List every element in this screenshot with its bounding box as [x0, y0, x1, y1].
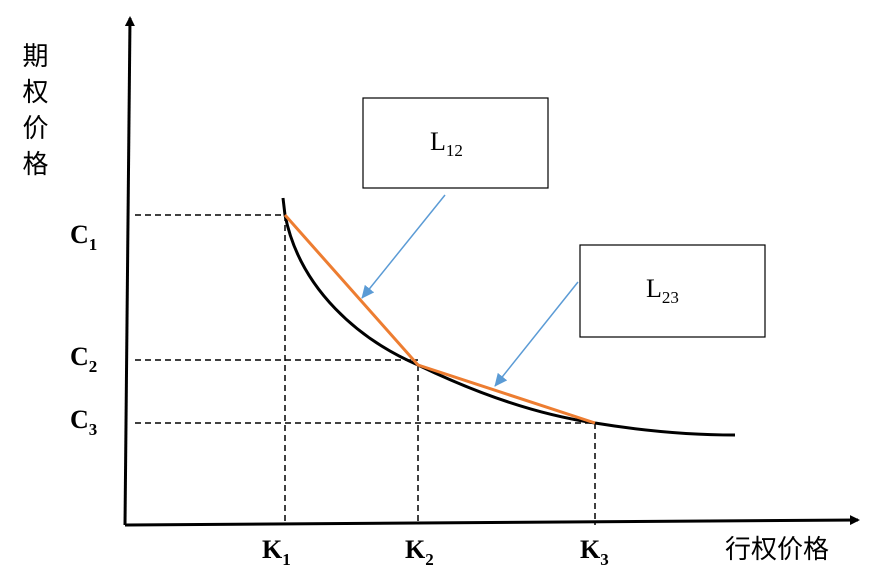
y-label: C2 — [70, 342, 97, 376]
y-label-base: C — [70, 342, 89, 371]
x-label: K2 — [405, 535, 434, 569]
y-label-base: C — [70, 220, 89, 249]
dashed-guides — [135, 214, 596, 525]
y-axis-title: 期权价格 — [18, 42, 48, 186]
label-box — [362, 97, 549, 189]
chord-lines — [283, 214, 596, 425]
x-label-base: K — [262, 535, 283, 564]
box-label-sub: 12 — [446, 141, 463, 160]
x-label-sub: 1 — [282, 550, 291, 569]
pointer-arrow — [494, 281, 579, 387]
y-label-base: C — [70, 405, 89, 434]
pointer-arrow — [361, 194, 446, 299]
y-label: C3 — [70, 405, 97, 439]
price-curve — [281, 197, 736, 437]
y-label-sub: 3 — [89, 420, 98, 439]
x-label: K1 — [262, 535, 291, 569]
y-label-sub: 1 — [89, 235, 98, 254]
y-axis — [123, 16, 135, 526]
box-label: L23 — [646, 274, 679, 307]
y-label-sub: 2 — [89, 357, 98, 376]
x-axis-title: 行权价格 — [725, 535, 829, 565]
x-label-base: K — [405, 535, 426, 564]
x-axis — [124, 515, 860, 527]
box-label-base: L — [430, 127, 446, 156]
y-label: C1 — [70, 220, 97, 254]
box-label: L12 — [430, 127, 463, 160]
x-label: K3 — [580, 535, 609, 569]
x-label-base: K — [580, 535, 601, 564]
x-label-sub: 2 — [425, 550, 434, 569]
guides — [135, 214, 596, 525]
box-label-base: L — [646, 274, 662, 303]
box-label-sub: 23 — [662, 288, 679, 307]
label-box — [579, 244, 766, 338]
x-label-sub: 3 — [600, 550, 609, 569]
